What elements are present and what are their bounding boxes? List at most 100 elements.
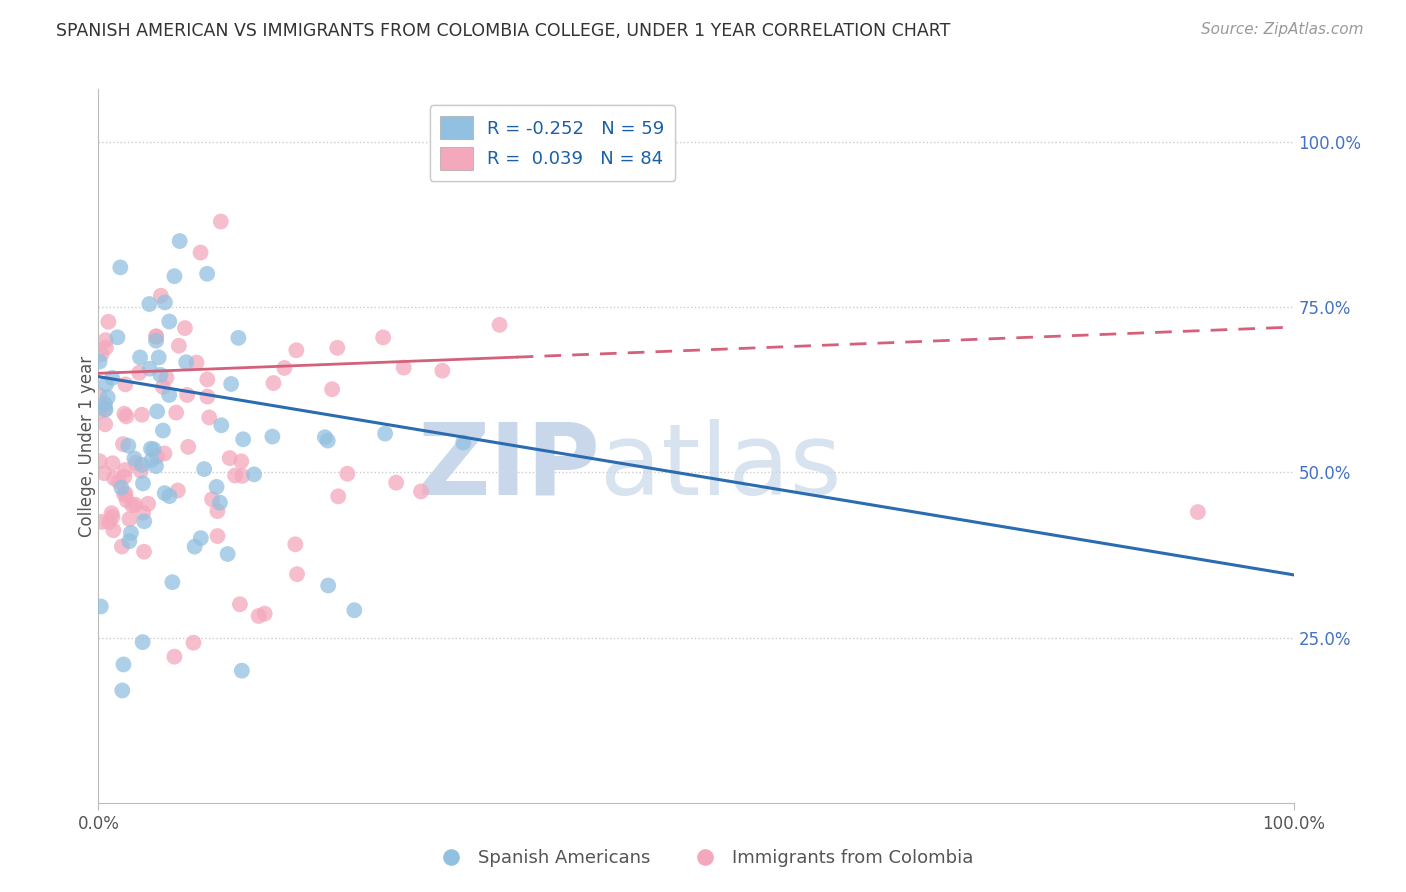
Point xyxy=(167,339,190,353)
Point xyxy=(285,567,308,582)
Point xyxy=(190,531,212,545)
Point xyxy=(145,329,167,343)
Point xyxy=(94,397,117,411)
Legend: Spanish Americans, Immigrants from Colombia: Spanish Americans, Immigrants from Colom… xyxy=(426,842,980,874)
Point xyxy=(371,330,394,344)
Point xyxy=(166,483,188,498)
Point xyxy=(101,456,124,470)
Point xyxy=(142,442,165,457)
Point xyxy=(285,343,308,358)
Point xyxy=(165,406,187,420)
Point xyxy=(146,404,169,418)
Point xyxy=(148,351,170,365)
Point xyxy=(174,355,197,369)
Point xyxy=(195,267,218,281)
Point xyxy=(118,512,141,526)
Point xyxy=(152,424,174,438)
Point xyxy=(138,361,160,376)
Point xyxy=(247,609,270,624)
Point xyxy=(207,504,229,518)
Point xyxy=(90,515,112,529)
Point xyxy=(120,525,142,540)
Point xyxy=(149,368,172,382)
Point xyxy=(218,451,240,466)
Point xyxy=(197,390,219,404)
Point xyxy=(155,370,177,384)
Point xyxy=(111,540,134,554)
Point xyxy=(316,578,339,592)
Point xyxy=(132,545,155,559)
Point xyxy=(124,498,146,512)
Point xyxy=(232,432,254,446)
Point xyxy=(94,377,117,392)
Point xyxy=(432,364,454,378)
Point xyxy=(115,493,138,508)
Point xyxy=(134,514,156,528)
Point xyxy=(169,234,191,248)
Point xyxy=(110,260,132,275)
Point xyxy=(224,468,246,483)
Y-axis label: College, Under 1 year: College, Under 1 year xyxy=(79,355,96,537)
Point xyxy=(146,450,169,464)
Text: atlas: atlas xyxy=(600,419,842,516)
Point xyxy=(392,360,415,375)
Point xyxy=(115,409,138,424)
Point xyxy=(316,434,339,448)
Point xyxy=(157,388,180,402)
Point xyxy=(94,417,117,432)
Point xyxy=(153,446,176,460)
Point xyxy=(284,537,307,551)
Point xyxy=(90,599,112,614)
Legend: R = -0.252   N = 59, R =  0.039   N = 84: R = -0.252 N = 59, R = 0.039 N = 84 xyxy=(430,105,675,181)
Point xyxy=(209,418,232,433)
Point xyxy=(193,462,215,476)
Point xyxy=(94,341,117,355)
Point xyxy=(231,664,253,678)
Point xyxy=(253,607,276,621)
Text: Source: ZipAtlas.com: Source: ZipAtlas.com xyxy=(1201,22,1364,37)
Point xyxy=(231,468,253,483)
Point xyxy=(94,402,117,417)
Point xyxy=(159,489,181,503)
Point xyxy=(208,496,231,510)
Point xyxy=(409,484,432,499)
Point xyxy=(149,289,172,303)
Point xyxy=(229,597,252,611)
Point xyxy=(453,435,475,450)
Point xyxy=(131,635,153,649)
Point xyxy=(145,329,167,343)
Point xyxy=(114,377,136,392)
Point xyxy=(228,331,250,345)
Point xyxy=(163,269,186,284)
Point xyxy=(201,492,224,507)
Point xyxy=(186,356,208,370)
Point xyxy=(111,683,134,698)
Point xyxy=(195,372,218,386)
Point xyxy=(128,366,150,380)
Point xyxy=(343,603,366,617)
Point xyxy=(97,390,120,404)
Point xyxy=(131,408,153,422)
Point xyxy=(174,321,197,335)
Point xyxy=(139,442,162,456)
Point xyxy=(93,466,115,480)
Point xyxy=(273,361,295,376)
Point xyxy=(374,426,396,441)
Point xyxy=(243,467,266,482)
Point xyxy=(262,376,284,390)
Point xyxy=(112,487,135,501)
Point xyxy=(117,439,139,453)
Point xyxy=(103,523,125,537)
Point xyxy=(110,481,132,495)
Point xyxy=(336,467,359,481)
Point xyxy=(98,515,121,529)
Point xyxy=(163,649,186,664)
Point xyxy=(231,454,253,468)
Point xyxy=(107,475,129,489)
Point xyxy=(141,453,163,467)
Point xyxy=(89,454,111,468)
Point xyxy=(132,476,155,491)
Point xyxy=(145,458,167,473)
Point xyxy=(198,410,221,425)
Point xyxy=(162,575,184,590)
